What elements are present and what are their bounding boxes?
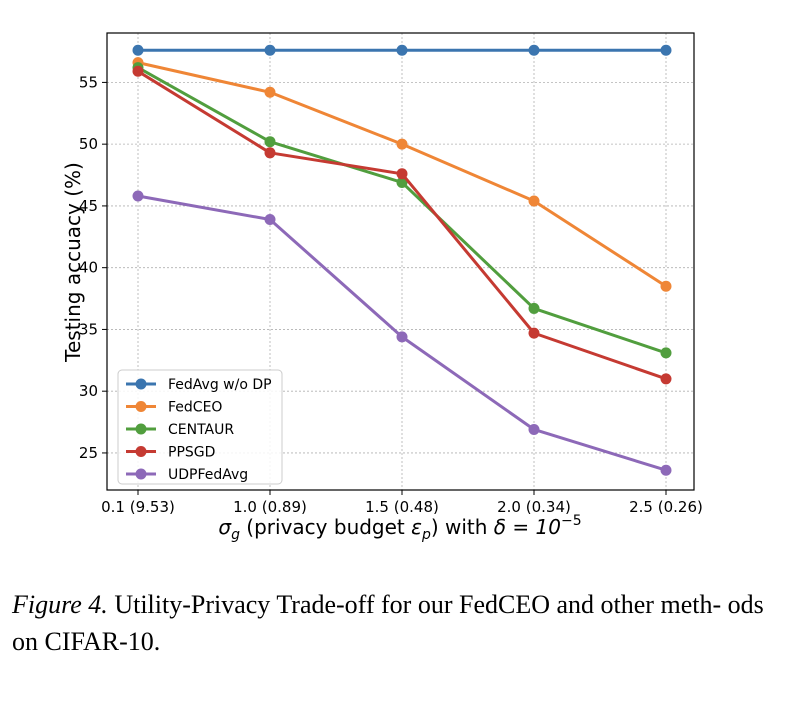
y-tick-label: 55 [79, 73, 98, 91]
y-tick-label: 50 [79, 135, 98, 153]
legend-item: PPSGD [126, 445, 215, 461]
legend-label: FedAvg w/o DP [168, 377, 272, 393]
legend-marker [135, 446, 147, 457]
legend-item: FedAvg w/o DP [126, 377, 272, 393]
y-tick-label: 35 [79, 320, 98, 338]
y-tick-label: 25 [79, 444, 98, 462]
figure-caption: Figure 4. Utility-Privacy Trade-off for … [12, 586, 782, 660]
data-point [264, 136, 276, 148]
legend-marker [135, 423, 147, 435]
data-point [396, 138, 408, 150]
data-point [132, 44, 144, 56]
data-point [528, 327, 540, 339]
plot-area-frame [106, 32, 695, 491]
data-point [396, 331, 408, 343]
legend: FedAvg w/o DP FedCEO CENTAUR PPSGD UDPFedAvg [117, 369, 283, 485]
x-tick-label: 2.5 (0.26) [629, 498, 703, 516]
data-point [660, 347, 672, 359]
data-point [132, 190, 144, 202]
y-axis-label: Testing accuacy (%) [61, 162, 85, 363]
data-point [264, 214, 276, 226]
data-point [528, 44, 540, 56]
series-udpfedavg [132, 190, 672, 476]
y-tick-label: 40 [79, 259, 98, 277]
x-tick-label: 0.1 (9.53) [101, 498, 175, 516]
legend-label: FedCEO [168, 400, 222, 416]
caption-text: Utility-Privacy Trade-off for our FedCEO… [12, 590, 764, 656]
legend-marker [135, 378, 147, 390]
data-point [660, 373, 672, 385]
legend-marker [135, 468, 147, 480]
legend-item: CENTAUR [126, 422, 234, 438]
data-point [396, 168, 408, 180]
data-point [264, 44, 276, 56]
data-point [132, 65, 144, 77]
x-tick-label: 1.0 (0.89) [233, 498, 307, 516]
legend-label: PPSGD [168, 445, 215, 461]
data-point [396, 176, 408, 188]
axis-ticks: 25 30 35 40 45 50 55 0.1 (9.53) 1.0 (0.89) 1.5 (0… [79, 73, 703, 516]
series [132, 44, 672, 476]
legend-marker [135, 401, 147, 412]
legend-label: CENTAUR [168, 422, 234, 438]
data-point [660, 464, 672, 476]
data-point [660, 280, 672, 292]
x-tick-label: 2.0 (0.34) [497, 498, 571, 516]
y-tick-label: 45 [79, 197, 98, 215]
series-centaur [132, 62, 672, 359]
figure-label: Figure 4. [12, 590, 108, 619]
legend-item: UDPFedAvg [126, 467, 248, 483]
data-point [264, 147, 276, 159]
data-point [528, 423, 540, 435]
legend-label: UDPFedAvg [168, 467, 248, 483]
line-chart: 25 30 35 40 45 50 55 0.1 (9.53) 1.0 (0.89) 1.5 (0… [61, 32, 703, 543]
data-point [660, 44, 672, 56]
legend-box [117, 369, 283, 485]
data-point [264, 86, 276, 98]
series-fedceo [132, 57, 672, 292]
y-tick-label: 30 [79, 382, 98, 400]
series-ppsgd [132, 65, 672, 385]
x-axis-label: σg (privacy budget εp) with δ = 10−5 [218, 513, 581, 543]
legend-item: FedCEO [126, 400, 222, 416]
x-tick-label: 1.5 (0.48) [365, 498, 439, 516]
data-point [528, 195, 540, 207]
series-fedavg-w-o-dp [132, 44, 672, 56]
data-point [528, 302, 540, 314]
data-point [396, 44, 408, 56]
